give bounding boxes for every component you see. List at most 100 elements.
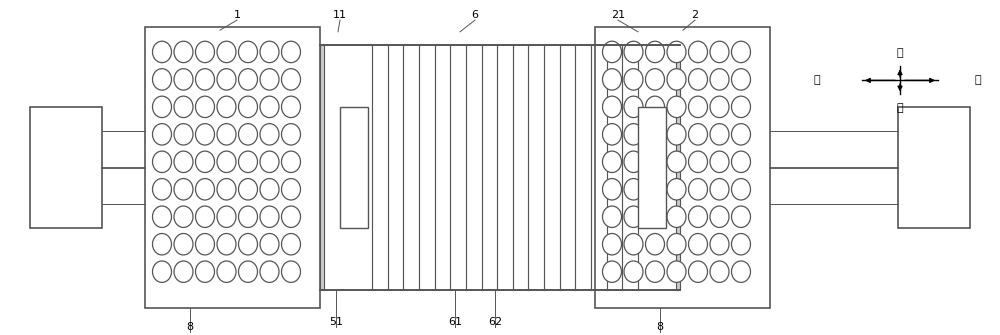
Bar <box>595 27 770 308</box>
Ellipse shape <box>602 96 622 118</box>
Ellipse shape <box>602 261 622 282</box>
Ellipse shape <box>732 179 750 200</box>
Ellipse shape <box>624 233 643 255</box>
Ellipse shape <box>152 69 172 90</box>
Ellipse shape <box>152 151 172 173</box>
Ellipse shape <box>239 69 258 90</box>
Ellipse shape <box>282 261 301 282</box>
Ellipse shape <box>710 124 729 145</box>
Ellipse shape <box>174 41 193 63</box>
Ellipse shape <box>152 261 172 282</box>
Ellipse shape <box>217 41 236 63</box>
Ellipse shape <box>624 124 643 145</box>
Text: 21: 21 <box>611 10 625 20</box>
Text: 11: 11 <box>333 10 347 20</box>
Ellipse shape <box>688 206 708 227</box>
Ellipse shape <box>196 233 215 255</box>
Ellipse shape <box>646 41 664 63</box>
Ellipse shape <box>174 233 193 255</box>
Ellipse shape <box>602 179 622 200</box>
Bar <box>676 45 680 290</box>
Ellipse shape <box>239 41 258 63</box>
Ellipse shape <box>260 96 279 118</box>
Ellipse shape <box>732 41 750 63</box>
Bar <box>898 107 970 228</box>
Ellipse shape <box>624 179 643 200</box>
Ellipse shape <box>710 41 729 63</box>
Ellipse shape <box>196 261 215 282</box>
Ellipse shape <box>732 206 750 227</box>
Text: 51: 51 <box>329 317 343 327</box>
Ellipse shape <box>710 261 729 282</box>
Ellipse shape <box>282 233 301 255</box>
Bar <box>638 107 666 228</box>
Ellipse shape <box>688 151 708 173</box>
Ellipse shape <box>710 206 729 227</box>
Ellipse shape <box>646 96 664 118</box>
Ellipse shape <box>174 124 193 145</box>
Ellipse shape <box>152 96 172 118</box>
Ellipse shape <box>152 41 172 63</box>
Ellipse shape <box>174 96 193 118</box>
Ellipse shape <box>667 151 686 173</box>
Ellipse shape <box>646 124 664 145</box>
Ellipse shape <box>646 206 664 227</box>
Ellipse shape <box>732 69 750 90</box>
Ellipse shape <box>688 69 708 90</box>
Ellipse shape <box>217 69 236 90</box>
Ellipse shape <box>196 41 215 63</box>
Ellipse shape <box>152 124 172 145</box>
Ellipse shape <box>282 206 301 227</box>
Ellipse shape <box>239 124 258 145</box>
Ellipse shape <box>688 96 708 118</box>
Ellipse shape <box>688 179 708 200</box>
Ellipse shape <box>732 96 750 118</box>
Ellipse shape <box>196 206 215 227</box>
Ellipse shape <box>196 124 215 145</box>
Ellipse shape <box>260 69 279 90</box>
Ellipse shape <box>732 261 750 282</box>
Text: 8: 8 <box>656 322 664 332</box>
Ellipse shape <box>710 233 729 255</box>
Ellipse shape <box>239 261 258 282</box>
Ellipse shape <box>217 233 236 255</box>
Ellipse shape <box>624 96 643 118</box>
Bar <box>30 107 102 228</box>
Ellipse shape <box>602 124 622 145</box>
Ellipse shape <box>260 124 279 145</box>
Ellipse shape <box>260 179 279 200</box>
Ellipse shape <box>602 69 622 90</box>
Ellipse shape <box>646 233 664 255</box>
Ellipse shape <box>667 41 686 63</box>
Ellipse shape <box>688 261 708 282</box>
Text: 左: 左 <box>814 75 820 85</box>
Ellipse shape <box>152 179 172 200</box>
Ellipse shape <box>282 179 301 200</box>
Ellipse shape <box>260 233 279 255</box>
Ellipse shape <box>602 233 622 255</box>
Ellipse shape <box>282 96 301 118</box>
Ellipse shape <box>282 151 301 173</box>
Ellipse shape <box>624 261 643 282</box>
Ellipse shape <box>624 69 643 90</box>
Ellipse shape <box>602 206 622 227</box>
Ellipse shape <box>667 179 686 200</box>
Text: 61: 61 <box>448 317 462 327</box>
Ellipse shape <box>217 206 236 227</box>
Ellipse shape <box>667 69 686 90</box>
Ellipse shape <box>260 206 279 227</box>
Ellipse shape <box>174 69 193 90</box>
Ellipse shape <box>624 151 643 173</box>
Ellipse shape <box>282 41 301 63</box>
Text: 6: 6 <box>472 10 479 20</box>
Ellipse shape <box>732 233 750 255</box>
Text: 1: 1 <box>234 10 240 20</box>
Ellipse shape <box>174 206 193 227</box>
Ellipse shape <box>282 69 301 90</box>
Ellipse shape <box>667 233 686 255</box>
Ellipse shape <box>239 179 258 200</box>
Ellipse shape <box>667 96 686 118</box>
Text: 62: 62 <box>488 317 502 327</box>
Ellipse shape <box>602 151 622 173</box>
Ellipse shape <box>239 151 258 173</box>
